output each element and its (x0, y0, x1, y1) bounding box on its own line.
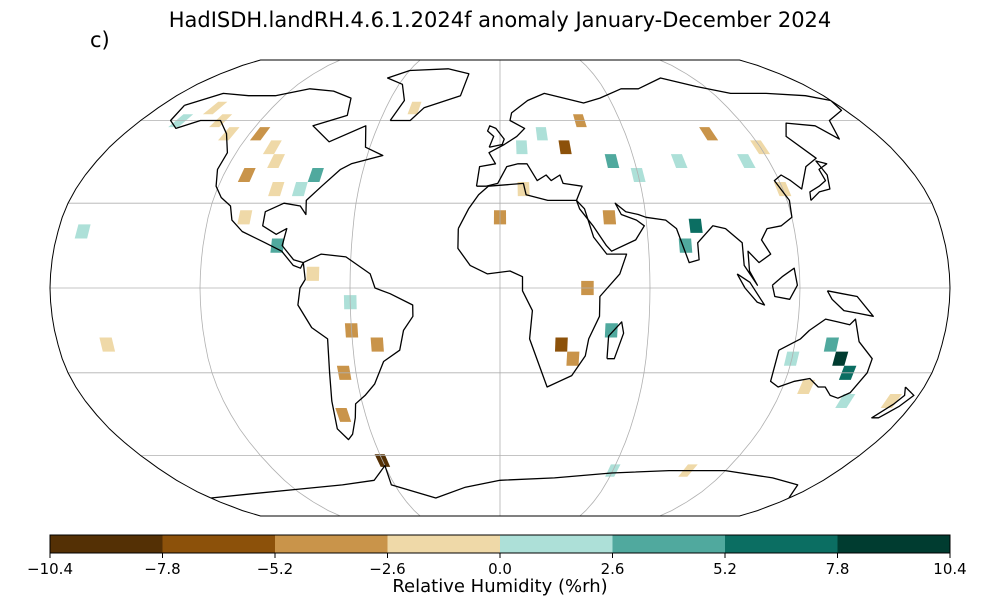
anomaly-cell (602, 210, 617, 225)
coastline-south-america (297, 253, 414, 441)
anomaly-cell (291, 182, 308, 197)
anomaly-cell (699, 127, 719, 141)
colorbar-tick-label: 2.6 (601, 560, 625, 578)
anomaly-cell (335, 408, 352, 422)
colorbar-label: Relative Humidity (%rh) (392, 576, 608, 597)
globe-outline (49, 59, 951, 517)
anomaly-cell (237, 210, 253, 225)
coastline-uk (486, 125, 505, 148)
anomaly-cell (558, 140, 572, 155)
meridian-line (579, 60, 651, 516)
meridian-line (199, 60, 341, 516)
panel-label: c) (90, 28, 110, 52)
colorbar-tick-label: 10.4 (933, 560, 966, 578)
anomaly-cell (307, 168, 324, 182)
anomaly-cell (249, 127, 271, 141)
coastline-africa (457, 182, 628, 388)
coastline-japan (809, 160, 831, 201)
colorbar-swatch (725, 535, 838, 553)
coastline-australia (769, 318, 873, 399)
anomaly-cell (688, 218, 703, 233)
anomaly-cell (262, 140, 282, 155)
colorbar-tick-label: 0.0 (488, 560, 512, 578)
coastline-new-zealand (871, 386, 915, 419)
anomaly-cell (99, 337, 116, 352)
coastline-north-america (169, 88, 384, 269)
anomaly-cell (267, 154, 285, 168)
anomaly-cell (880, 394, 902, 408)
colorbar-swatch (162, 535, 276, 553)
coastlines (169, 68, 915, 499)
anomaly-cell (604, 154, 620, 168)
anomaly-cell (517, 182, 530, 197)
anomaly-cell (535, 127, 548, 141)
anomaly-cell (832, 351, 849, 366)
meridian-line (349, 60, 421, 516)
anomaly-cell (835, 394, 856, 408)
anomaly-cell (823, 337, 839, 352)
map-title: HadISDH.landRH.4.6.1.2024f anomaly Janua… (168, 8, 832, 32)
coastline-madagascar (606, 321, 625, 360)
coastline-borneo (771, 267, 799, 300)
anomaly-cell (604, 323, 618, 338)
anomaly-cell (370, 337, 384, 352)
anomaly-cell (566, 351, 580, 366)
colorbar-tick-label: −10.4 (27, 560, 73, 578)
anomaly-cell (268, 182, 285, 197)
colorbar-swatch (387, 535, 501, 553)
coastline-sumatra (736, 273, 766, 306)
colorbar-tick-label: −5.2 (257, 560, 293, 578)
anomaly-cell (74, 224, 91, 239)
colorbar-tick-label: −7.8 (144, 560, 180, 578)
colorbar-swatch (500, 535, 613, 553)
colorbar-tick-label: −2.6 (369, 560, 405, 578)
colorbar-swatch (612, 535, 726, 553)
anomaly-cell (306, 266, 320, 281)
anomaly-cell (237, 168, 256, 182)
anomaly-cell (516, 140, 528, 155)
colorbar-swatch (837, 535, 951, 553)
anomaly-cell (407, 101, 422, 115)
colorbar-swatch (275, 535, 388, 553)
colorbar-tick-label: 7.8 (826, 560, 850, 578)
anomaly-cell (737, 154, 756, 168)
anomaly-cell (670, 154, 688, 168)
coastline-new-guinea (826, 290, 874, 317)
coastline-antarctica (211, 464, 799, 499)
graticule (50, 60, 950, 516)
coastline-greenland (386, 68, 470, 122)
anomaly-cell (797, 379, 816, 394)
anomaly-cell (218, 127, 240, 141)
anomaly-cell (270, 238, 285, 253)
anomaly-cell (202, 101, 228, 115)
colorbar-swatch (50, 535, 163, 553)
anomaly-cell (555, 337, 568, 352)
coastline-eurasia (475, 77, 843, 286)
colorbar-tick-label: 5.2 (713, 560, 737, 578)
meridian-line (659, 60, 801, 516)
